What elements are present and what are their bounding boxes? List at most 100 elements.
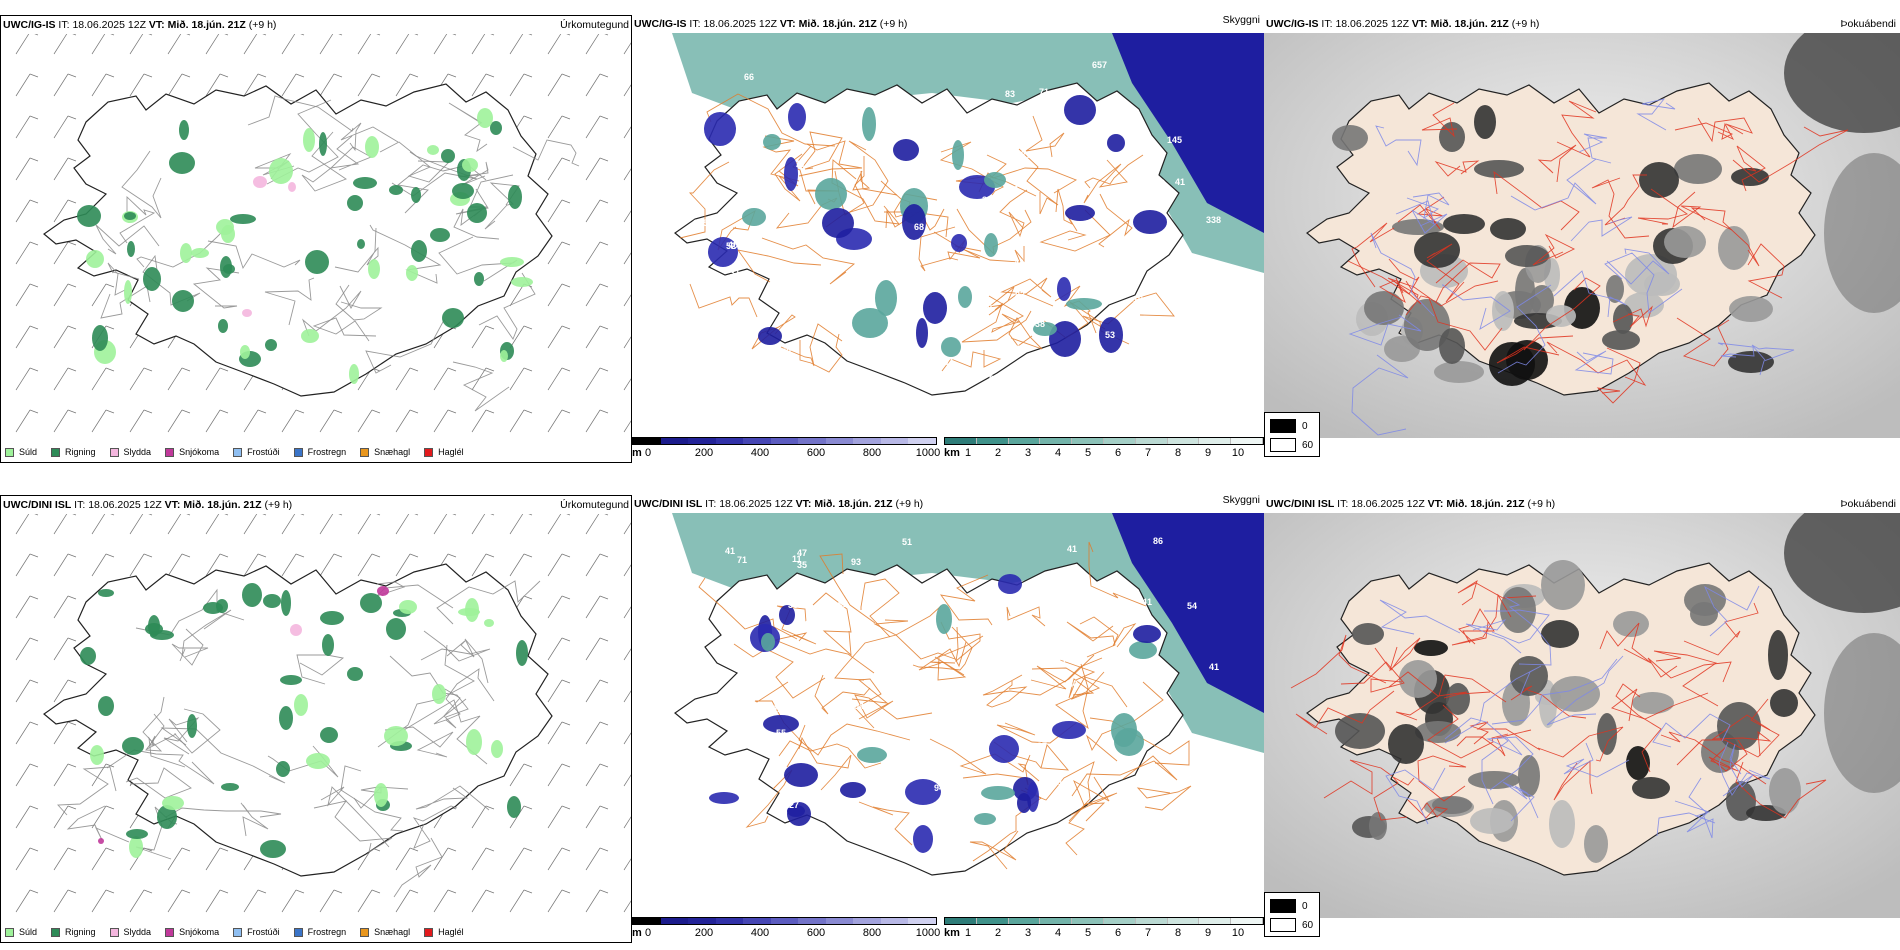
precip-legend-swatch xyxy=(51,447,61,457)
it-value: 18.06.2025 12Z xyxy=(72,19,146,31)
colorbar-tick: 800 xyxy=(862,927,882,939)
colorbar-tick: 9 xyxy=(1204,447,1212,459)
iceland-landmass xyxy=(1306,82,1849,436)
cloud-base-value: 60 xyxy=(1141,240,1151,250)
cloud-base-value: 83 xyxy=(1015,290,1025,300)
precip-legend-label: Haglél xyxy=(438,927,464,937)
cloud-base-value: 32 xyxy=(1209,871,1219,881)
colorbar-tick: 8 xyxy=(1174,447,1182,459)
visibility-panel: UWC/IG-IS IT: 18.06.2025 12Z VT: Mið. 18… xyxy=(632,14,1264,463)
model-name: UWC/IG-IS xyxy=(634,18,687,30)
it-value: 18.06.2025 12Z xyxy=(1351,498,1425,510)
it-label: IT: xyxy=(74,499,86,511)
cloud-base-value: 82 xyxy=(908,367,918,377)
panel-header: UWC/IG-IS IT: 18.06.2025 12Z VT: Mið. 18… xyxy=(1,16,631,34)
colorbar-bin xyxy=(798,918,826,924)
cloud-base-value: 88 xyxy=(982,300,992,310)
precip-legend-label: Slydda xyxy=(123,447,152,457)
it-label: IT: xyxy=(58,19,70,31)
colorbar-tick: 5 xyxy=(1084,447,1092,459)
colorbar-tick: 6 xyxy=(1114,447,1122,459)
precip-legend-item: Frostúði xyxy=(233,447,280,457)
colorbar-tick: 10 xyxy=(1231,447,1245,459)
cloud-base-value: 50 xyxy=(781,347,791,357)
precip-legend-swatch xyxy=(109,927,119,937)
cloud-base-value: 62 xyxy=(741,162,751,172)
precip-legend-label: Haglél xyxy=(438,447,464,457)
cloud-base-value: 533 xyxy=(1003,644,1018,654)
cloud-base-value: 26 xyxy=(751,865,761,875)
vt-value: Mið. 18.jún. 21Z xyxy=(814,498,893,510)
cloud-base-value: 41 xyxy=(1142,597,1152,607)
lead-time: (+9 h) xyxy=(248,19,277,31)
cloud-base-value: 86 xyxy=(1153,536,1163,546)
cloud-base-value: 55 xyxy=(1167,864,1177,874)
precip-legend-item: Rigning xyxy=(51,447,96,457)
cloud-base-value: 657 xyxy=(1092,60,1107,70)
cloud-base-value: 35 xyxy=(797,560,807,570)
panel-title: Skyggni xyxy=(1222,494,1260,506)
colorbar-tick: 2 xyxy=(994,447,1002,459)
cloud-base-value: 98 xyxy=(884,95,894,105)
cloud-base-value: 71 xyxy=(1039,87,1049,97)
cloud-base-value: 95 xyxy=(858,652,868,662)
fog-low-swatch xyxy=(1270,438,1296,452)
visibility-strip xyxy=(944,437,1264,445)
visibility-ticks: 1 2 3 4 5 6 7 8 9 10 xyxy=(944,927,1264,941)
cloud-base-value: 54 xyxy=(1187,601,1197,611)
panel-title: Skyggni xyxy=(1222,14,1260,26)
precip-areas xyxy=(80,583,528,858)
precip-legend-swatch xyxy=(233,927,243,937)
colorbar-bin xyxy=(688,438,716,444)
vt-value: Mið. 18.jún. 21Z xyxy=(1446,498,1525,510)
precip-map-svg xyxy=(15,514,631,913)
cloud-base-value: 31 xyxy=(730,268,740,278)
cloud-base-value: 147 xyxy=(860,221,875,231)
colorbar-tick: 5 xyxy=(1084,927,1092,939)
precip-legend-item: Snjókoma xyxy=(165,927,219,937)
vt-label: VT: xyxy=(779,18,796,30)
precip-legend-label: Súld xyxy=(19,447,38,457)
vt-label: VT: xyxy=(148,19,165,31)
cloud-base-value: 209 xyxy=(832,99,847,109)
colorbar-tick: 200 xyxy=(694,447,714,459)
panel-title: Úrkomutegund xyxy=(560,19,629,31)
colorbar-tick: 0 xyxy=(644,447,652,459)
cloud-base-value: 55 xyxy=(776,728,786,738)
precip-areas xyxy=(77,108,533,384)
iceland-landmass xyxy=(674,541,1192,876)
colorbar-bin xyxy=(908,918,937,924)
colorbar-bin xyxy=(853,438,881,444)
cloud-base-value: 60 xyxy=(1068,679,1078,689)
cloud-base-value: 57 xyxy=(887,196,897,206)
cloud-base-value: 103 xyxy=(813,845,828,855)
precip-type-panel: UWC/IG-IS IT: 18.06.2025 12Z VT: Mið. 18… xyxy=(0,15,632,463)
colorbar-bin xyxy=(633,438,661,444)
fog-high-label: 0 xyxy=(1302,900,1308,912)
fog-map xyxy=(1264,513,1900,918)
cloud-base-value: 105 xyxy=(711,868,726,878)
cloud-base-value: 31 xyxy=(1009,184,1019,194)
colorbar-tick: 4 xyxy=(1054,927,1062,939)
fog-low-swatch xyxy=(1270,918,1296,932)
cloud-base-value: 74 xyxy=(1079,289,1089,299)
cloud-base-value: 91 xyxy=(1053,777,1063,787)
model-name: UWC/IG-IS xyxy=(3,19,56,31)
cloud-base-value: 83 xyxy=(1005,89,1015,99)
colorbar-tick: 4 xyxy=(1054,447,1062,459)
it-label: IT: xyxy=(689,18,701,30)
precip-map xyxy=(1,514,631,919)
panel-header: UWC/DINI ISL IT: 18.06.2025 12Z VT: Mið.… xyxy=(1,496,631,514)
cloud-base-value: 51 xyxy=(902,537,912,547)
cloud-base-value: 338 xyxy=(1206,215,1221,225)
cloud-base-value: 100 xyxy=(1060,142,1075,152)
cloud-base-value: 48 xyxy=(853,366,863,376)
panel-title: Þokuábendi xyxy=(1840,498,1896,510)
colorbar-tick: 400 xyxy=(750,447,770,459)
vt-label: VT: xyxy=(1427,498,1444,510)
lead-time: (+9 h) xyxy=(264,499,293,511)
colorbar-bin xyxy=(976,918,1009,924)
colorbar-bin xyxy=(825,918,854,924)
it-value: 18.06.2025 12Z xyxy=(703,18,777,30)
model-row: UWC/IG-IS IT: 18.06.2025 12Z VT: Mið. 18… xyxy=(0,0,1900,470)
